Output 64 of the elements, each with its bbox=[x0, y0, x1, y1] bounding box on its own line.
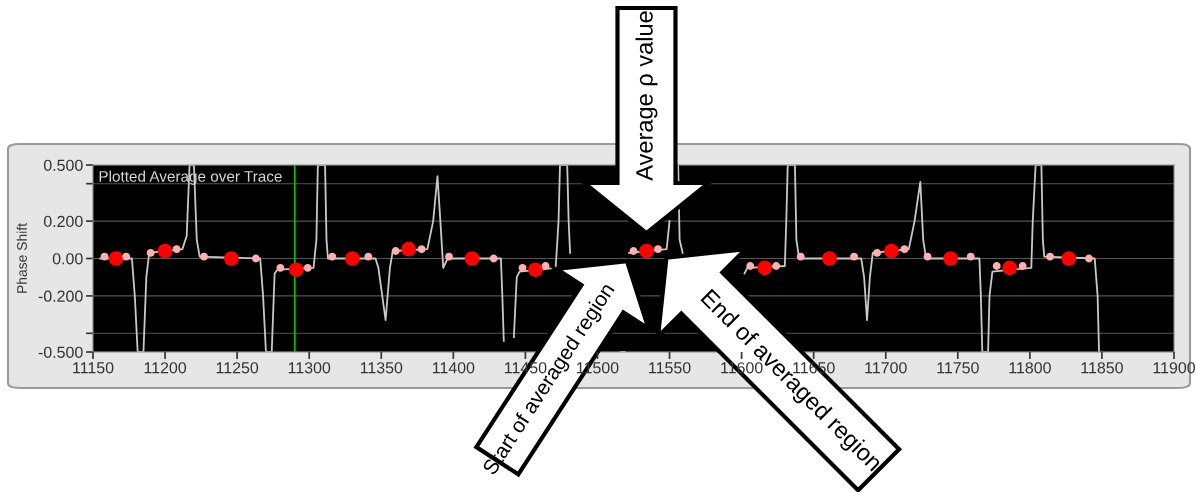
point bbox=[822, 251, 837, 266]
point bbox=[100, 252, 109, 261]
point bbox=[541, 262, 550, 270]
point bbox=[1046, 252, 1054, 261]
point bbox=[654, 245, 662, 254]
point bbox=[417, 245, 426, 254]
point bbox=[966, 252, 975, 261]
x-tick-label: 11900 bbox=[1153, 362, 1195, 374]
point bbox=[157, 243, 173, 259]
x-tick-label: 11200 bbox=[144, 362, 187, 374]
point bbox=[224, 251, 239, 266]
point bbox=[328, 252, 337, 261]
x-tick-label: 11400 bbox=[432, 362, 475, 374]
point bbox=[1002, 260, 1017, 276]
point bbox=[923, 252, 932, 261]
point bbox=[445, 252, 453, 261]
point bbox=[345, 251, 360, 266]
point bbox=[850, 252, 858, 261]
point bbox=[1018, 262, 1027, 270]
point bbox=[943, 251, 958, 266]
x-tick-label: 11700 bbox=[865, 362, 907, 374]
point bbox=[746, 262, 755, 270]
y-tick-label: -0.200 bbox=[38, 290, 83, 302]
x-tick-label: 11250 bbox=[216, 362, 259, 374]
point bbox=[772, 262, 781, 270]
point bbox=[873, 248, 882, 257]
point bbox=[884, 243, 899, 259]
point bbox=[528, 262, 543, 277]
point bbox=[276, 263, 285, 272]
point bbox=[992, 262, 1001, 270]
point bbox=[108, 251, 124, 266]
point bbox=[172, 245, 181, 254]
point bbox=[639, 243, 654, 259]
point bbox=[796, 252, 805, 261]
point bbox=[464, 251, 480, 266]
x-tick-label: 11800 bbox=[1009, 362, 1051, 374]
x-tick-label: 11350 bbox=[360, 362, 403, 374]
x-tick-label: 11850 bbox=[1081, 362, 1123, 374]
point bbox=[518, 263, 527, 272]
point bbox=[1085, 254, 1093, 263]
y-tick-label: 0.500 bbox=[43, 159, 83, 171]
x-tick-label: 11300 bbox=[288, 362, 331, 374]
point bbox=[757, 260, 772, 276]
point bbox=[364, 252, 373, 261]
y-tick-label: 0.200 bbox=[43, 215, 83, 228]
point bbox=[303, 263, 312, 272]
x-tick-label: 11550 bbox=[649, 362, 691, 374]
point bbox=[251, 254, 260, 263]
point bbox=[489, 254, 498, 263]
point bbox=[391, 247, 400, 255]
point bbox=[401, 241, 416, 257]
point bbox=[146, 248, 155, 257]
x-tick-label: 11750 bbox=[937, 362, 979, 374]
point bbox=[629, 247, 638, 255]
point bbox=[900, 245, 909, 254]
point bbox=[1061, 251, 1077, 266]
y-axis-title: Phase Shift bbox=[16, 223, 27, 293]
point bbox=[122, 252, 131, 261]
point bbox=[288, 262, 304, 277]
x-tick-label: 11150 bbox=[73, 362, 114, 374]
annotation: Average ρ value bbox=[635, 11, 658, 181]
y-tick-label: -0.500 bbox=[38, 346, 83, 358]
y-tick-label: 0.00 bbox=[52, 253, 83, 265]
point bbox=[200, 252, 208, 261]
